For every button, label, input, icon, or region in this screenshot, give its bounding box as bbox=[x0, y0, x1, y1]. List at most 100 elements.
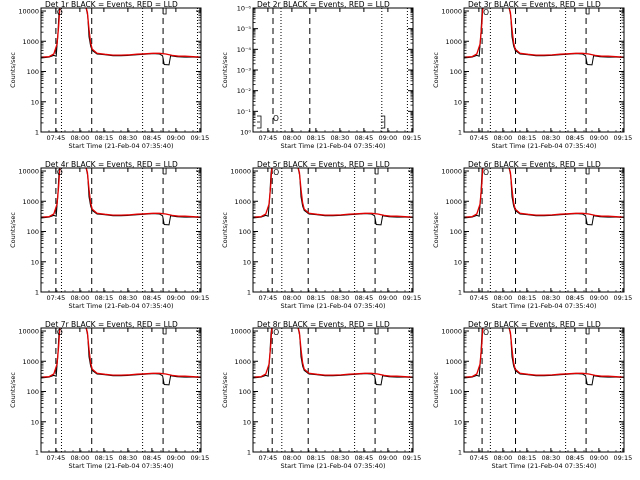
x-tick-label: 08:15 bbox=[95, 294, 114, 302]
x-tick-label: 08:45 bbox=[355, 134, 374, 142]
y-tick-label: 10 bbox=[243, 418, 251, 426]
marker-label: O bbox=[273, 328, 279, 337]
marker-label: O bbox=[57, 168, 63, 177]
y-axis-label: Counts/sec bbox=[221, 52, 229, 88]
y-tick-label: 100 bbox=[450, 388, 462, 396]
x-tick-label: 07:45 bbox=[259, 134, 278, 142]
axes-frame bbox=[463, 167, 625, 293]
x-tick-label: 09:00 bbox=[590, 294, 609, 302]
x-tick-label: 08:15 bbox=[95, 134, 114, 142]
marker-label: O bbox=[483, 8, 489, 17]
chart-title: Det 6r BLACK = Events, RED = LLD bbox=[468, 160, 601, 169]
x-tick-label: 08:45 bbox=[143, 294, 162, 302]
x-tick-label: 07:45 bbox=[470, 134, 489, 142]
y-tick-label: 1000 bbox=[22, 198, 39, 206]
x-axis-label: Start Time (21-Feb-04 07:35:40) bbox=[69, 302, 174, 310]
x-tick-label: 08:00 bbox=[283, 294, 302, 302]
x-tick-label: 08:00 bbox=[283, 454, 302, 462]
x-tick-label: 08:00 bbox=[494, 454, 513, 462]
y-tick-label: 10000 bbox=[230, 168, 251, 176]
y-tick-label: 10 bbox=[454, 258, 462, 266]
x-tick-label: 08:00 bbox=[71, 134, 90, 142]
x-tick-label: 07:45 bbox=[259, 294, 278, 302]
y-tick-label: 10 bbox=[454, 98, 462, 106]
y-tick-label: 10 bbox=[454, 418, 462, 426]
x-tick-label: 08:30 bbox=[119, 134, 138, 142]
y-tick-label: 100 bbox=[27, 68, 39, 76]
x-tick-label: 07:45 bbox=[47, 294, 66, 302]
y-tick-label: 100 bbox=[450, 228, 462, 236]
chart-title: Det 1r BLACK = Events, RED = LLD bbox=[45, 0, 178, 9]
chart-panel-2: Det 2r BLACK = Events, RED = LLD O 10⁰ 10⁻¹… bbox=[221, 0, 421, 150]
x-tick-label: 07:45 bbox=[259, 454, 278, 462]
x-axis-label: Start Time (21-Feb-04 07:35:40) bbox=[69, 142, 174, 150]
x-axis-label: Start Time (21-Feb-04 07:35:40) bbox=[281, 302, 386, 310]
chart-title: Det 3r BLACK = Events, RED = LLD bbox=[468, 0, 601, 9]
x-tick-label: 09:15 bbox=[403, 134, 422, 142]
series-line-lld bbox=[253, 168, 413, 218]
y-tick-label: 10000 bbox=[441, 168, 462, 176]
x-tick-label: 08:15 bbox=[518, 294, 537, 302]
y-tick-label: 1 bbox=[247, 449, 251, 457]
x-tick-label: 08:15 bbox=[307, 454, 326, 462]
y-axis-label: Counts/sec bbox=[9, 52, 17, 88]
y-tick-label: 100 bbox=[239, 228, 251, 236]
y-tick-label: 1000 bbox=[22, 38, 39, 46]
x-axis-label: Start Time (21-Feb-04 07:35:40) bbox=[281, 462, 386, 470]
x-tick-label: 08:30 bbox=[542, 294, 561, 302]
x-axis-label: Start Time (21-Feb-04 07:35:40) bbox=[492, 462, 597, 470]
chart-title: Det 2r BLACK = Events, RED = LLD bbox=[257, 0, 390, 9]
x-tick-label: 07:45 bbox=[470, 454, 489, 462]
x-tick-label: 09:15 bbox=[191, 294, 210, 302]
y-tick-label: 1 bbox=[458, 289, 462, 297]
x-tick-label: 08:00 bbox=[71, 454, 90, 462]
y-tick-label: 1000 bbox=[234, 358, 251, 366]
y-tick-label: 100 bbox=[450, 68, 462, 76]
series-line-lld bbox=[464, 328, 624, 378]
y-tick-label: 10⁻³ bbox=[237, 67, 252, 75]
x-tick-label: 09:00 bbox=[379, 134, 398, 142]
y-tick-label: 1 bbox=[35, 289, 39, 297]
chart-title: Det 5r BLACK = Events, RED = LLD bbox=[257, 160, 390, 169]
marker-label: O bbox=[57, 328, 63, 337]
y-tick-label: 10⁻⁴ bbox=[237, 46, 252, 54]
chart-title: Det 7r BLACK = Events, RED = LLD bbox=[45, 320, 178, 329]
y-tick-label: 10 bbox=[31, 258, 39, 266]
x-axis-label: Start Time (21-Feb-04 07:35:40) bbox=[492, 302, 597, 310]
y-tick-label: 1000 bbox=[22, 358, 39, 366]
series-line-lld bbox=[41, 168, 201, 218]
x-tick-label: 09:15 bbox=[191, 134, 210, 142]
x-tick-label: 09:15 bbox=[191, 454, 210, 462]
series-line-lld bbox=[41, 8, 201, 58]
y-tick-label: 10⁻⁶ bbox=[237, 5, 252, 13]
chart-title: Det 8r BLACK = Events, RED = LLD bbox=[257, 320, 390, 329]
x-tick-label: 09:00 bbox=[379, 294, 398, 302]
y-axis-label: Counts/sec bbox=[221, 212, 229, 248]
x-tick-label: 08:45 bbox=[566, 454, 585, 462]
axes-frame bbox=[252, 327, 414, 453]
y-axis-label: Counts/sec bbox=[432, 372, 440, 408]
axes-frame bbox=[252, 167, 414, 293]
x-tick-label: 08:45 bbox=[143, 134, 162, 142]
y-tick-label: 1 bbox=[35, 449, 39, 457]
y-tick-label: 1000 bbox=[445, 38, 462, 46]
x-tick-label: 09:00 bbox=[167, 294, 186, 302]
x-tick-label: 08:00 bbox=[71, 294, 90, 302]
x-tick-label: 08:45 bbox=[566, 134, 585, 142]
x-tick-label: 09:15 bbox=[403, 294, 422, 302]
bracket-mark bbox=[257, 115, 262, 129]
y-tick-label: 10⁰ bbox=[240, 129, 251, 137]
marker-label: O bbox=[483, 328, 489, 337]
y-tick-label: 10⁻¹ bbox=[237, 108, 252, 116]
x-tick-label: 09:00 bbox=[167, 134, 186, 142]
x-tick-label: 09:15 bbox=[614, 454, 633, 462]
y-tick-label: 10⁻² bbox=[237, 87, 252, 95]
series-line-lld bbox=[41, 328, 201, 378]
